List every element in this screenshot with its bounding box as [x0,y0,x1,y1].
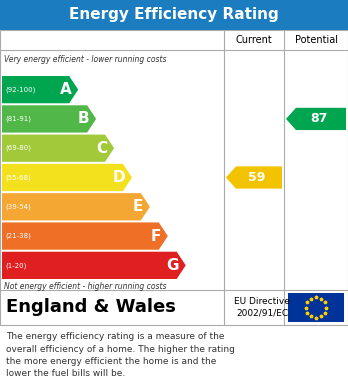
Text: (69-80): (69-80) [5,145,31,151]
Text: D: D [112,170,125,185]
Polygon shape [226,167,282,188]
Polygon shape [286,108,346,130]
Polygon shape [2,252,186,279]
Text: (92-100): (92-100) [5,86,35,93]
Text: England & Wales: England & Wales [6,298,176,316]
Text: (55-68): (55-68) [5,174,31,181]
Polygon shape [2,193,150,221]
Text: EU Directive
2002/91/EC: EU Directive 2002/91/EC [234,298,290,317]
Text: Energy Efficiency Rating: Energy Efficiency Rating [69,7,279,23]
Text: E: E [133,199,143,214]
Polygon shape [2,76,78,103]
Text: A: A [60,82,71,97]
Text: G: G [166,258,179,273]
Bar [288,293,344,322]
Polygon shape [2,222,168,250]
Polygon shape [2,135,114,162]
Text: 87: 87 [310,113,328,126]
Text: F: F [150,229,161,244]
Text: (39-54): (39-54) [5,204,31,210]
Text: 59: 59 [248,171,266,184]
Bar [0,0,348,30]
Text: Current: Current [236,35,272,45]
Polygon shape [2,105,96,133]
Text: (1-20): (1-20) [5,262,26,269]
Text: Potential: Potential [294,35,338,45]
Text: C: C [96,141,107,156]
Text: (21-38): (21-38) [5,233,31,239]
Polygon shape [2,164,132,191]
Text: The energy efficiency rating is a measure of the
overall efficiency of a home. T: The energy efficiency rating is a measur… [6,332,235,378]
Text: B: B [78,111,89,126]
Text: Not energy efficient - higher running costs: Not energy efficient - higher running co… [4,282,166,291]
Text: (81-91): (81-91) [5,116,31,122]
Bar [0,30,348,325]
Text: Very energy efficient - lower running costs: Very energy efficient - lower running co… [4,55,166,64]
